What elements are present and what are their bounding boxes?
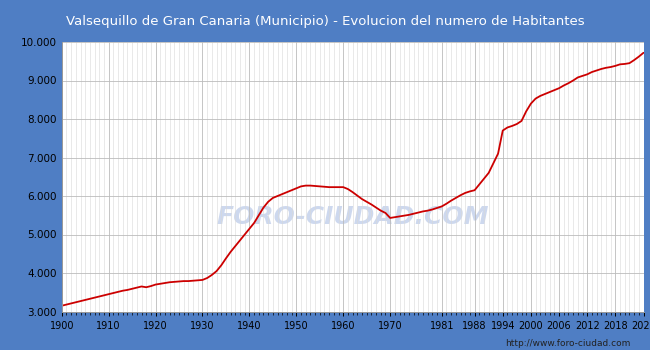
Text: http://www.foro-ciudad.com: http://www.foro-ciudad.com — [505, 339, 630, 348]
Text: Valsequillo de Gran Canaria (Municipio) - Evolucion del numero de Habitantes: Valsequillo de Gran Canaria (Municipio) … — [66, 14, 584, 28]
Text: FORO-CIUDAD.COM: FORO-CIUDAD.COM — [216, 205, 489, 229]
